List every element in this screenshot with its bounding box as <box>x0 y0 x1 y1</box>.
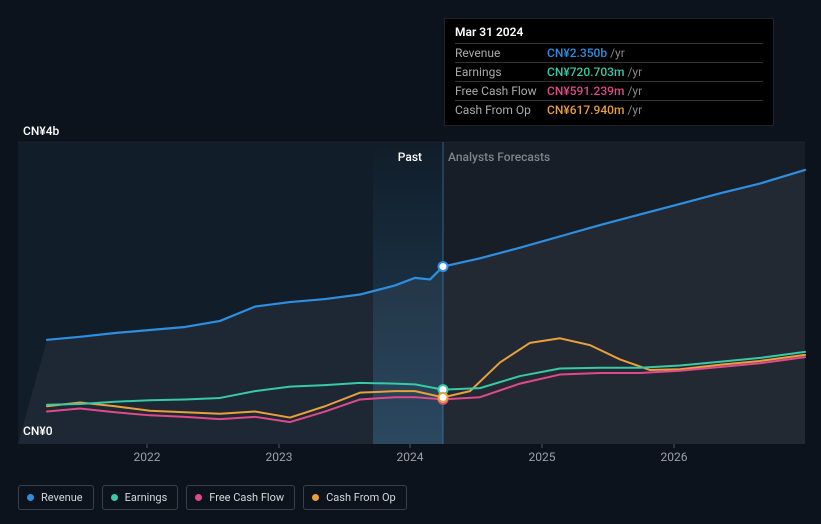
y-axis-label-top: CN¥4b <box>23 124 59 138</box>
tooltip-row: RevenueCN¥2.350b/yr <box>455 43 763 62</box>
tooltip-metric-value: CN¥617.940m <box>547 103 624 117</box>
chart-legend: Revenue Earnings Free Cash Flow Cash From O… <box>18 485 407 510</box>
x-axis-tick-label: 2023 <box>266 450 293 464</box>
tooltip-metric-label: Free Cash Flow <box>455 84 547 98</box>
legend-dot-icon <box>195 494 202 501</box>
tooltip-metric-label: Earnings <box>455 65 547 79</box>
tooltip-unit: /yr <box>627 103 642 117</box>
x-axis-tick-label: 2026 <box>661 450 688 464</box>
tooltip-row: EarningsCN¥720.703m/yr <box>455 62 763 81</box>
legend-label: Earnings <box>125 491 168 504</box>
tooltip-row: Free Cash FlowCN¥591.239m/yr <box>455 81 763 100</box>
legend-item-fcf[interactable]: Free Cash Flow <box>186 485 295 510</box>
legend-item-cfo[interactable]: Cash From Op <box>303 485 407 510</box>
legend-item-revenue[interactable]: Revenue <box>18 485 94 510</box>
x-axis-tick-label: 2022 <box>134 450 161 464</box>
tooltip-metric-value: CN¥2.350b <box>547 46 607 60</box>
y-axis-label-zero: CN¥0 <box>23 424 53 438</box>
tooltip-title: Mar 31 2024 <box>455 25 763 43</box>
tooltip-row: Cash From OpCN¥617.940m/yr <box>455 100 763 119</box>
tooltip-unit: /yr <box>627 84 642 98</box>
past-section-label: Past <box>398 150 422 164</box>
x-axis-tick-label: 2024 <box>397 450 424 464</box>
legend-label: Cash From Op <box>326 491 396 504</box>
legend-label: Free Cash Flow <box>209 491 284 504</box>
tooltip-metric-value: CN¥591.239m <box>547 84 624 98</box>
legend-item-earnings[interactable]: Earnings <box>102 485 179 510</box>
tooltip-unit: /yr <box>610 46 625 60</box>
tooltip-metric-value: CN¥720.703m <box>547 65 624 79</box>
legend-dot-icon <box>111 494 118 501</box>
financial-chart: CN¥4b CN¥0 Past Analysts Forecasts 2022 2… <box>0 0 821 524</box>
tooltip-metric-label: Cash From Op <box>455 103 547 117</box>
tooltip-unit: /yr <box>627 65 642 79</box>
legend-label: Revenue <box>41 491 83 504</box>
data-point-tooltip: Mar 31 2024 RevenueCN¥2.350b/yrEarningsC… <box>444 18 774 126</box>
forecast-section-label: Analysts Forecasts <box>448 150 550 164</box>
legend-dot-icon <box>27 494 34 501</box>
x-axis-tick-label: 2025 <box>529 450 556 464</box>
tooltip-metric-label: Revenue <box>455 46 547 60</box>
legend-dot-icon <box>312 494 319 501</box>
